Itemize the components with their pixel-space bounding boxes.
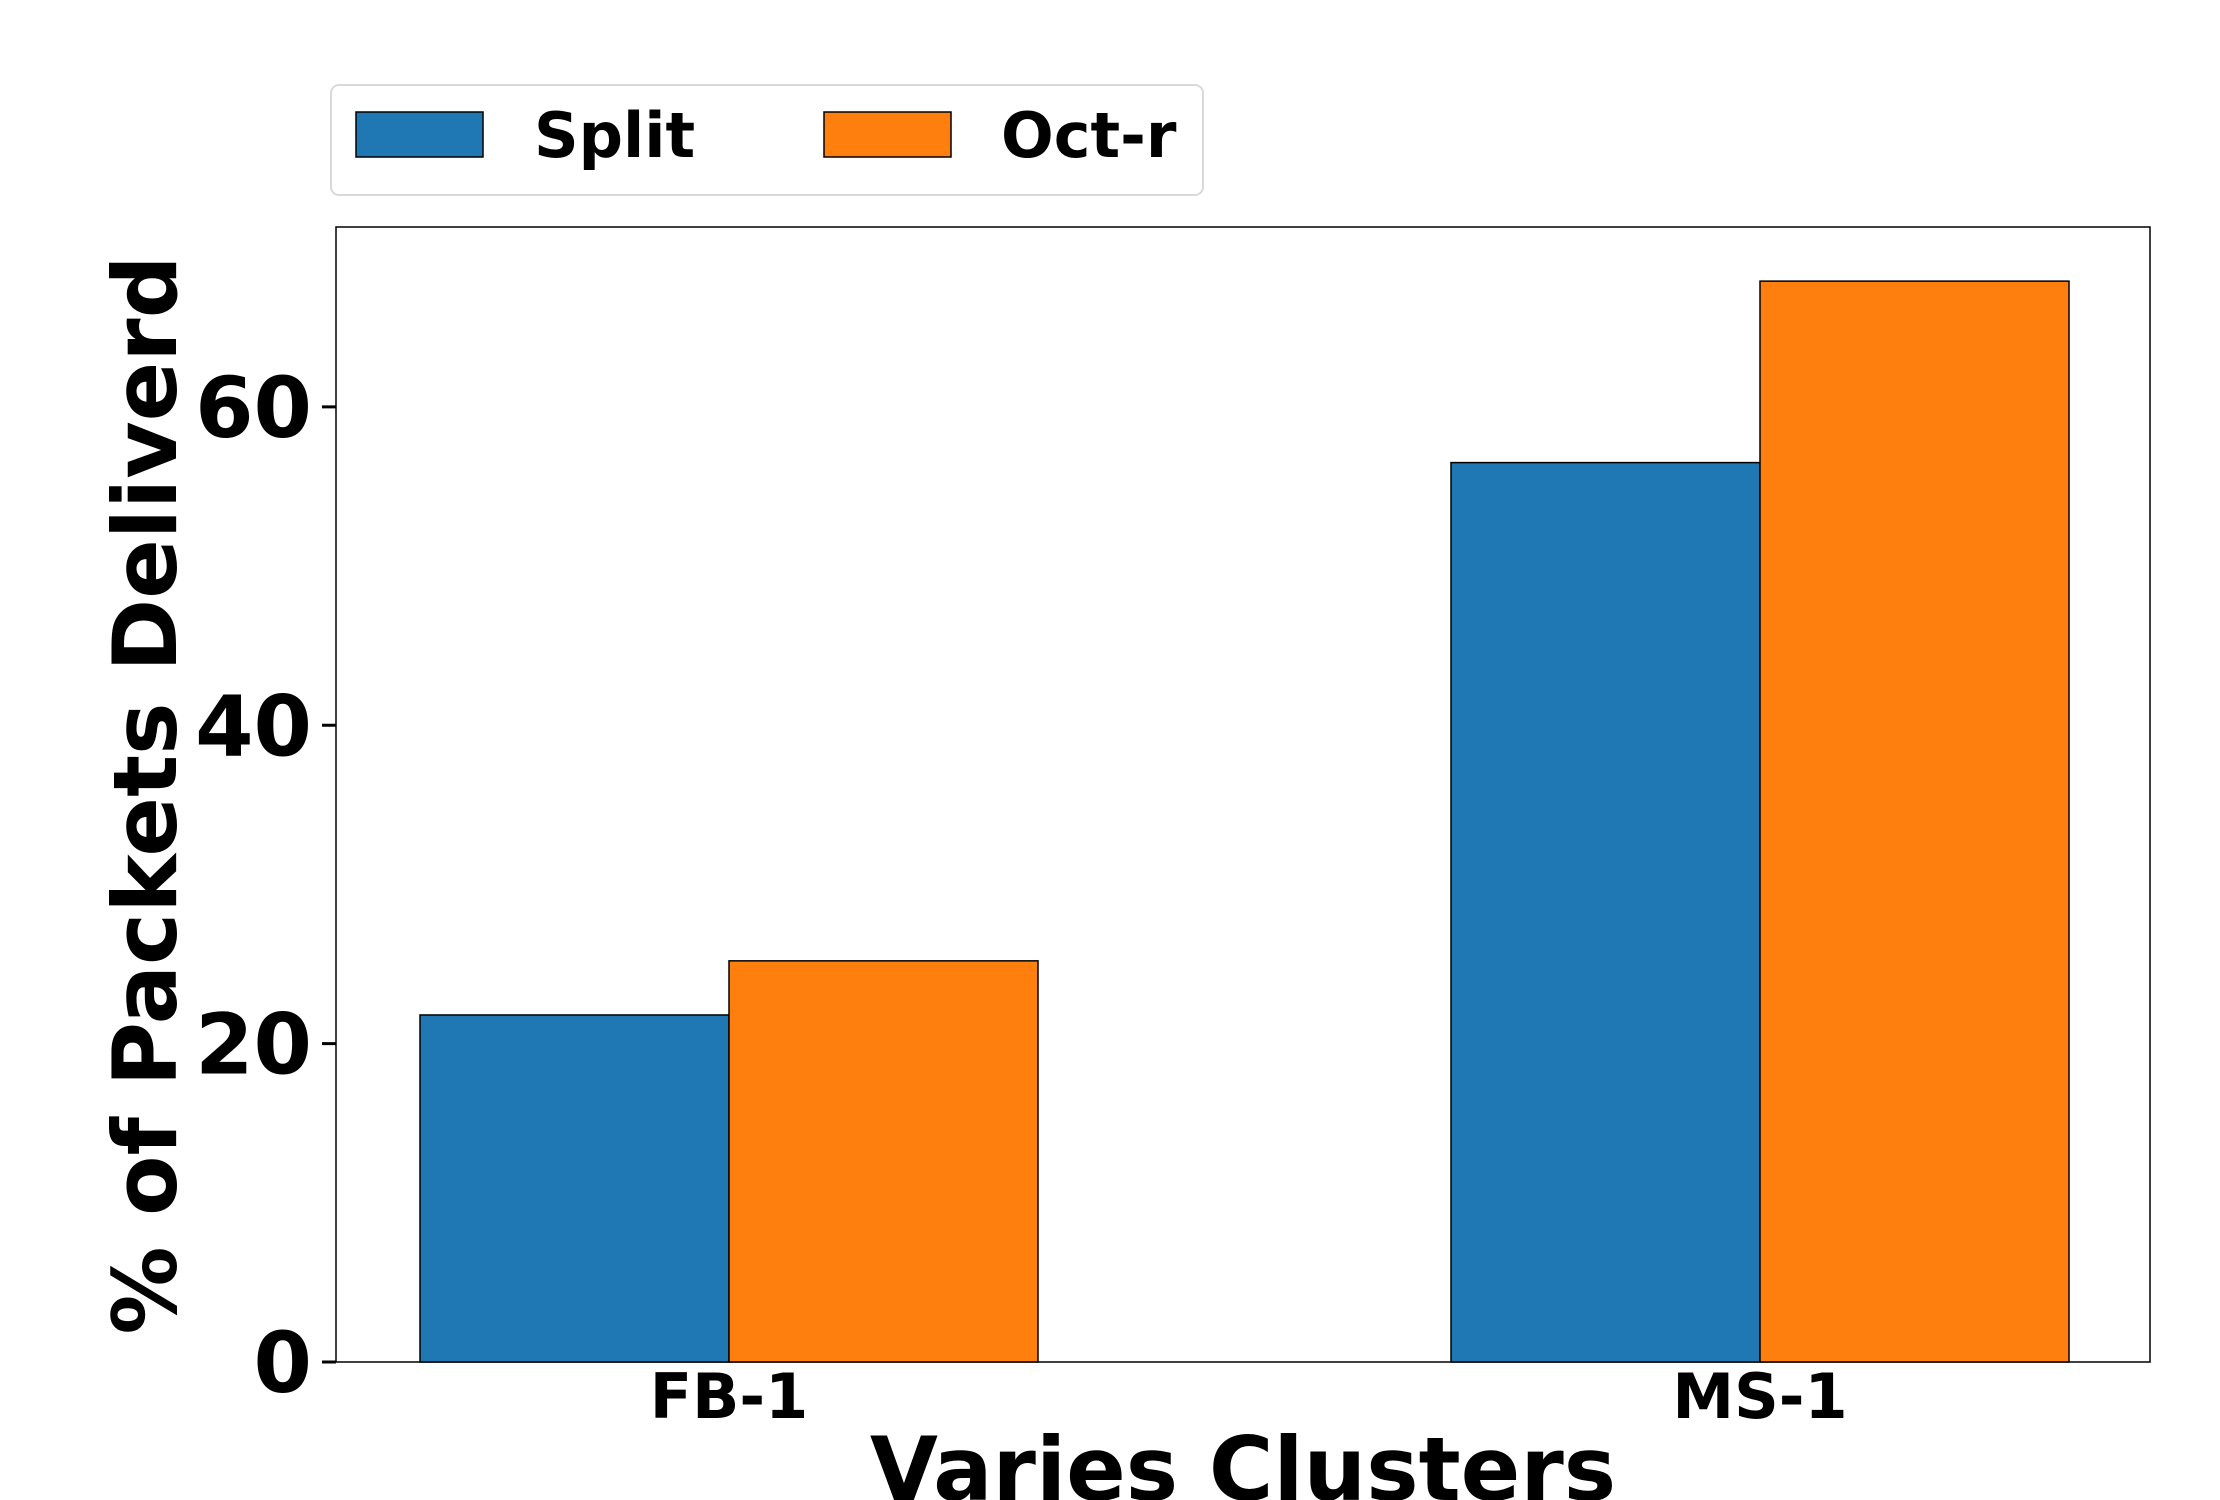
y-axis-label: % of Packets Deliverd	[94, 255, 197, 1334]
legend-swatch-split	[355, 111, 484, 158]
bar-split-ms-1	[1450, 461, 1761, 1363]
x-tick-label: FB-1	[650, 1360, 808, 1433]
legend-box	[330, 84, 1204, 196]
legend: Split Oct-r	[330, 84, 1204, 196]
bar-oct-r-ms-1	[1759, 280, 2070, 1363]
y-tick-label: 20	[195, 996, 312, 1094]
x-axis-label: Varies Clusters	[870, 1418, 1616, 1500]
plot-area	[335, 226, 2151, 1363]
bars	[419, 280, 2070, 1363]
bar-split-fb-1	[419, 1014, 730, 1363]
legend-label-oct-r: Oct-r	[1001, 99, 1177, 172]
legend-swatch-oct-r	[823, 111, 952, 158]
x-axis: FB-1 MS-1	[650, 1360, 1848, 1433]
legend-label-split: Split	[534, 99, 695, 172]
y-tick-label: 40	[195, 677, 312, 775]
y-tick-label: 0	[254, 1314, 312, 1412]
x-tick-label: MS-1	[1672, 1360, 1847, 1433]
bar-oct-r-fb-1	[728, 960, 1039, 1363]
y-tick-label: 60	[195, 359, 312, 457]
y-axis: 0 20 40 60	[195, 359, 336, 1412]
